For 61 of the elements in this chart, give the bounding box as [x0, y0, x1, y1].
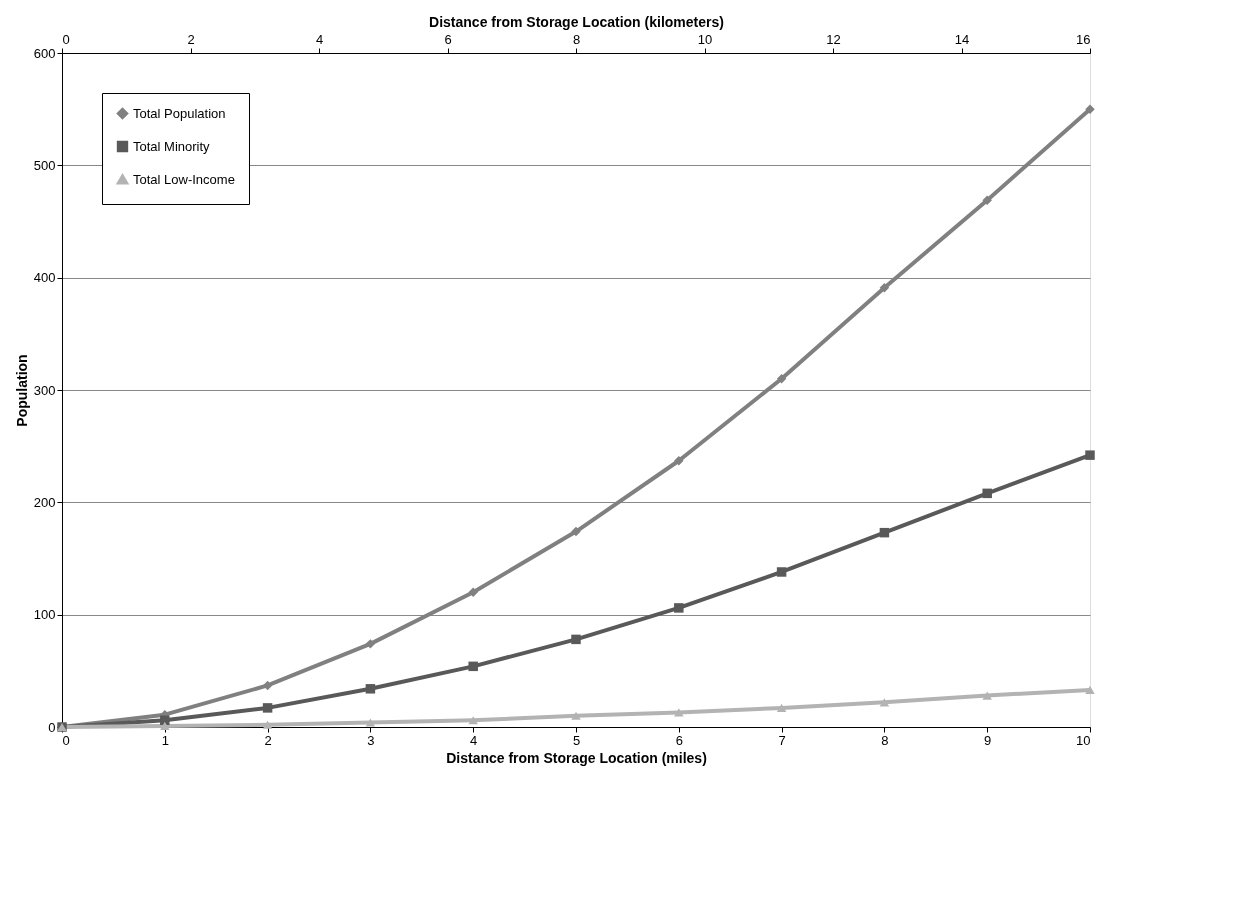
point: [262, 720, 273, 729]
y-tick-label: 200: [33, 494, 56, 510]
legend-label: Total Population: [133, 105, 226, 121]
x2-axis-title: Distance from Storage Location (kilometers): [429, 13, 724, 30]
point: [365, 718, 376, 727]
y-axis-title: Population: [13, 354, 30, 427]
point: [365, 639, 376, 649]
x-tick-label: 7: [778, 732, 786, 748]
legend-label: Total Minority: [133, 138, 211, 154]
x2-tick-label: 6: [444, 31, 452, 47]
point: [982, 691, 992, 700]
x2-tick-label: 12: [826, 31, 841, 47]
x-tick-label: 9: [984, 732, 992, 748]
x2-tick-label: 8: [572, 31, 581, 47]
x-tick-label: 5: [572, 732, 581, 748]
x-tick-label: 8: [881, 732, 889, 748]
x-axis-title: Distance from Storage Location (miles): [446, 749, 707, 766]
x-tick-label: 4: [470, 732, 478, 748]
x2-tick-label: 16: [1076, 31, 1091, 47]
point: [982, 195, 992, 205]
x2-tick-label: 14: [954, 31, 970, 47]
point: [674, 708, 684, 717]
point: [674, 456, 684, 466]
point: [262, 680, 273, 691]
point: [776, 703, 787, 713]
point: [468, 587, 478, 597]
point: [879, 698, 890, 707]
y-tick-label: 100: [33, 607, 56, 623]
x-tick-label: 1: [161, 732, 169, 748]
point: [879, 283, 890, 293]
point: [262, 703, 273, 713]
y-tick-label: 600: [33, 45, 56, 61]
x-tick-label: 0: [62, 732, 70, 748]
point: [160, 721, 170, 730]
point: [776, 567, 787, 577]
x-tick-label: 6: [675, 732, 683, 748]
x2-tick-label: 10: [697, 31, 713, 47]
y-tick-label: 400: [33, 270, 56, 286]
y-tick-label: 500: [33, 157, 56, 173]
y-tick-label: 300: [33, 382, 56, 398]
point: [571, 526, 581, 537]
point: [160, 715, 170, 725]
x2-tick-label: 4: [315, 31, 324, 47]
point: [468, 661, 478, 672]
point: [571, 711, 581, 720]
point: [571, 634, 581, 645]
point: [879, 527, 890, 538]
y-tick-label: 0: [48, 719, 56, 735]
x2-tick-label: 0: [62, 31, 70, 47]
x-tick-label: 10: [1076, 732, 1091, 748]
point: [1085, 685, 1095, 695]
point: [1085, 450, 1095, 460]
legend-label: Total Low-Income: [133, 171, 235, 187]
point: [776, 374, 787, 384]
point: [674, 603, 684, 613]
point: [468, 716, 478, 725]
x-tick-label: 2: [264, 732, 272, 748]
point: [982, 488, 992, 499]
x-tick-label: 3: [367, 732, 375, 748]
point: [365, 684, 376, 694]
x2-tick-label: 2: [187, 31, 195, 47]
